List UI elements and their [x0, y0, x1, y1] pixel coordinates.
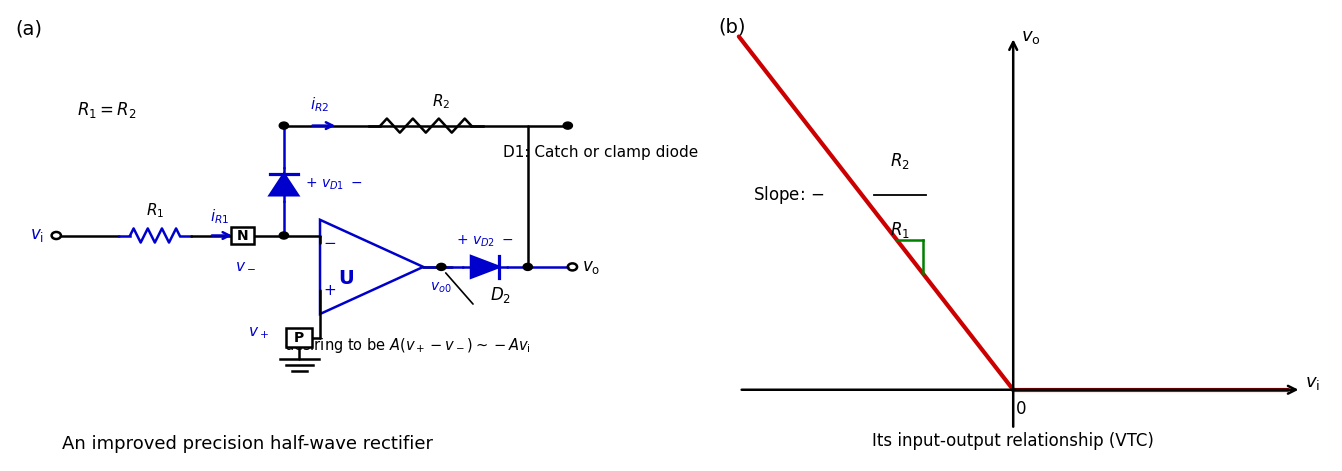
- Text: $v_{\rm i}$: $v_{\rm i}$: [1304, 374, 1319, 392]
- Text: $i_{R1}$: $i_{R1}$: [209, 207, 229, 226]
- FancyBboxPatch shape: [231, 227, 254, 244]
- Text: $v_{o0}$: $v_{o0}$: [431, 281, 452, 295]
- Text: (b): (b): [718, 17, 746, 36]
- Polygon shape: [270, 174, 298, 195]
- Text: 0: 0: [1016, 400, 1027, 418]
- Text: Its input-output relationship (VTC): Its input-output relationship (VTC): [872, 432, 1154, 450]
- Text: $+\ v_{D1}\ -$: $+\ v_{D1}\ -$: [305, 177, 362, 192]
- Text: $+\ v_{D2}\ -$: $+\ v_{D2}\ -$: [456, 234, 514, 249]
- Circle shape: [523, 263, 533, 270]
- Text: −: −: [323, 236, 336, 251]
- Text: P: P: [294, 331, 305, 345]
- Text: (a): (a): [16, 20, 43, 39]
- Text: Slope:$\,-$: Slope:$\,-$: [753, 185, 824, 206]
- Text: U: U: [338, 269, 354, 288]
- Text: $R_1$: $R_1$: [890, 220, 910, 240]
- Text: $D_2$: $D_2$: [490, 284, 511, 305]
- Text: $R_1$: $R_1$: [146, 201, 164, 220]
- Circle shape: [564, 122, 573, 129]
- Text: $i_{R2}$: $i_{R2}$: [310, 95, 330, 114]
- Polygon shape: [471, 256, 499, 278]
- Text: desiring to be $A(v_+-v_-){\sim}-Av_{\rm i}$: desiring to be $A(v_+-v_-){\sim}-Av_{\rm…: [285, 336, 530, 355]
- Text: An improved precision half-wave rectifier: An improved precision half-wave rectifie…: [62, 435, 433, 453]
- Text: +: +: [323, 283, 336, 298]
- Circle shape: [436, 263, 446, 270]
- Text: D1: Catch or clamp diode: D1: Catch or clamp diode: [503, 145, 698, 160]
- Text: $R_2$: $R_2$: [432, 92, 451, 111]
- Text: $R_1=R_2$: $R_1=R_2$: [78, 100, 137, 120]
- Text: $v_-$: $v_-$: [235, 257, 255, 272]
- Text: $v_{\rm o}$: $v_{\rm o}$: [1021, 28, 1041, 46]
- Text: $v_+$: $v_+$: [247, 326, 268, 341]
- Text: $v_{\rm o}$: $v_{\rm o}$: [582, 258, 600, 276]
- Text: N: N: [236, 228, 248, 243]
- FancyBboxPatch shape: [286, 328, 313, 348]
- Circle shape: [279, 122, 289, 129]
- Circle shape: [279, 232, 289, 239]
- Text: $v_{\rm i}$: $v_{\rm i}$: [30, 227, 44, 244]
- Text: $R_2$: $R_2$: [890, 151, 910, 171]
